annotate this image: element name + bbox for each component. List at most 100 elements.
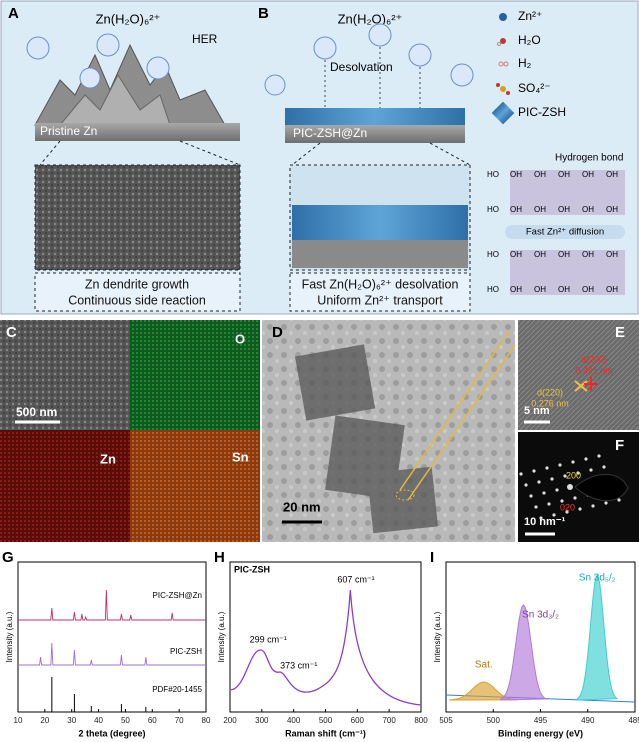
x-tick-label: 800 bbox=[414, 716, 428, 725]
beam-stop bbox=[574, 473, 629, 502]
peak-label: Sn 3d₃/₂ bbox=[522, 610, 559, 621]
caption: Uniform Zn²⁺ transport bbox=[317, 293, 443, 307]
legend-icons bbox=[491, 13, 515, 125]
x-tick-label: 600 bbox=[351, 716, 365, 725]
spot bbox=[519, 472, 523, 476]
dashed-paths bbox=[324, 47, 421, 108]
xrd-trace bbox=[18, 642, 206, 666]
hydroxyl: OH bbox=[510, 205, 522, 214]
x-tick-label: 30 bbox=[67, 716, 76, 725]
substrate-label: PIC-ZSH@Zn bbox=[293, 126, 367, 140]
hydroxyl: OH bbox=[558, 170, 570, 179]
chart-title: PIC-ZSH bbox=[234, 564, 270, 574]
zoom-region bbox=[395, 489, 415, 501]
plot-frame bbox=[17, 561, 207, 713]
x-axis-label: Raman shift (cm⁻¹) bbox=[285, 728, 366, 738]
d-spacing: d(220) bbox=[537, 387, 563, 397]
spot bbox=[571, 460, 575, 464]
sem-image bbox=[0, 320, 130, 430]
spot bbox=[555, 488, 559, 492]
ion-label: Zn(H₂O)₆²⁺ bbox=[338, 11, 403, 26]
x-tick-label: 495 bbox=[534, 716, 548, 725]
hydroxyl: OH bbox=[534, 285, 546, 294]
desolvation-label: Desolvation bbox=[330, 60, 393, 74]
panel-label: G bbox=[2, 549, 14, 566]
panel-label: B bbox=[258, 5, 269, 22]
scale-label: 5 nm bbox=[524, 405, 550, 417]
diffusion-arrow bbox=[505, 225, 625, 239]
raman-trace bbox=[229, 589, 422, 706]
her-label: HER bbox=[192, 32, 218, 46]
panel-label: C bbox=[6, 324, 17, 341]
hydroxyl: HO bbox=[487, 170, 499, 179]
spot bbox=[534, 505, 538, 509]
substrate-label: Pristine Zn bbox=[40, 124, 97, 138]
lattice-block bbox=[510, 170, 625, 215]
spot bbox=[565, 510, 569, 514]
charts: G Intensity (a.u.) 2 theta (degree) 10 20 30 4… bbox=[2, 549, 639, 738]
x-tick-label: 500 bbox=[487, 716, 501, 725]
zn-map bbox=[0, 430, 130, 542]
hydroxyl: HO bbox=[487, 205, 499, 214]
caption: Fast Zn(H₂O)₆²⁺ desolvation bbox=[302, 277, 459, 291]
hydroxyl: OH bbox=[534, 250, 546, 259]
xrd-trace bbox=[18, 589, 206, 621]
map-label: Zn bbox=[100, 451, 116, 466]
dendrites bbox=[34, 43, 226, 126]
legend-text: H₂ bbox=[518, 56, 532, 70]
hydroxyl: OH bbox=[558, 285, 570, 294]
scale-label: 10 nm⁻¹ bbox=[524, 516, 566, 528]
lattice-block bbox=[510, 250, 625, 295]
peak-label: 299 cm⁻¹ bbox=[250, 634, 287, 644]
x-tick-label: 490 bbox=[581, 716, 595, 725]
spot bbox=[539, 516, 543, 520]
d-spacing: d(200) bbox=[581, 354, 607, 364]
spot bbox=[524, 483, 528, 487]
spot bbox=[532, 469, 536, 473]
hydroxyl: HO bbox=[487, 285, 499, 294]
caption: Zn dendrite growth bbox=[85, 277, 189, 291]
hydroxyl: OH bbox=[582, 205, 594, 214]
scale-label: 20 nm bbox=[283, 499, 321, 514]
inset-substrate bbox=[292, 240, 468, 268]
peak-label: Sat. bbox=[475, 660, 493, 671]
peak-label: 373 cm⁻¹ bbox=[280, 660, 317, 670]
lattice-marker bbox=[584, 377, 598, 391]
spot bbox=[542, 491, 546, 495]
hydroxyl: OH bbox=[558, 250, 570, 259]
legend-text: SO₄²⁻ bbox=[518, 81, 551, 95]
map-label: O bbox=[235, 331, 245, 346]
spot-label: 020 bbox=[560, 502, 575, 512]
nanocubes bbox=[294, 344, 438, 534]
pic-zsh-layer bbox=[285, 108, 465, 125]
ion-label: Zn(H₂O)₆²⁺ bbox=[96, 11, 161, 26]
hydroxyl: OH bbox=[582, 170, 594, 179]
hrtem-image bbox=[518, 320, 639, 430]
zn-substrate bbox=[35, 123, 240, 141]
diffusion-label: Fast Zn²⁺ diffusion bbox=[526, 227, 604, 238]
panel-label: I bbox=[430, 549, 434, 566]
spot-label: 200 bbox=[566, 470, 581, 480]
spot bbox=[550, 477, 554, 481]
legend-text: Zn²⁺ bbox=[518, 9, 542, 23]
x-tick-label: 500 bbox=[319, 716, 333, 725]
spot bbox=[617, 498, 621, 502]
sn-map bbox=[130, 430, 260, 542]
y-axis-label: Intensity (a.u.) bbox=[217, 611, 226, 662]
x-tick-label: 80 bbox=[202, 716, 211, 725]
panel-label: F bbox=[615, 437, 624, 454]
d-spacing: 0.391 nm bbox=[575, 365, 613, 375]
spot bbox=[529, 494, 533, 498]
y-axis-label: Intensity (a.u.) bbox=[433, 611, 442, 662]
panel-label: H bbox=[214, 549, 225, 566]
zoom-lines bbox=[291, 142, 471, 166]
hydroxyl: OH bbox=[534, 205, 546, 214]
map-label: Sn bbox=[232, 449, 249, 464]
peak-label: 607 cm⁻¹ bbox=[337, 574, 374, 584]
y-axis-label: Intensity (a.u.) bbox=[5, 611, 14, 662]
legend-text: H₂O bbox=[518, 33, 541, 47]
trace-label: PIC-ZSH bbox=[170, 647, 202, 656]
hydroxyl: OH bbox=[534, 170, 546, 179]
x-axis-label: 2 theta (degree) bbox=[78, 728, 145, 738]
